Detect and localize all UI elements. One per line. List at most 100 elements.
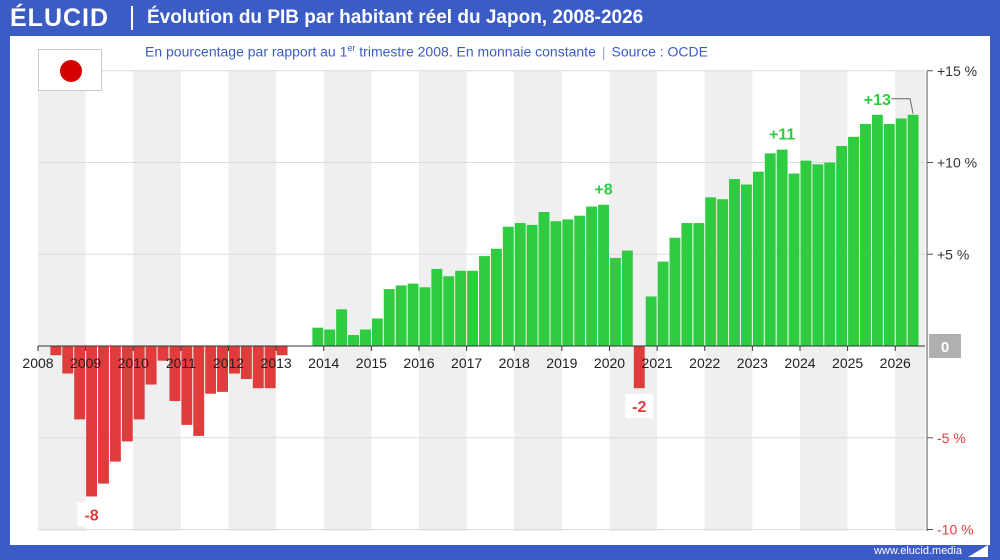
year-band [133,71,181,531]
bar [217,346,228,392]
chart: 2008 2009 2010 2011 2012 2013 2014 2015 2016 2017… [22,63,977,538]
bar [812,164,824,346]
source-label: Source : OCDE [611,43,708,60]
annotation-bg [77,502,106,527]
x-tick-label: 2023 [737,355,768,371]
brand-mark-icon [968,545,988,557]
japan-flag-icon [38,49,102,91]
bar [550,221,562,346]
y-tick-label: +5 % [937,246,969,262]
bar [371,318,383,346]
subtitle-separator: | [601,43,606,60]
bar [50,346,62,356]
bar [86,346,98,497]
bar [836,145,848,346]
bar [657,261,669,346]
bar [681,223,693,346]
x-tick-label: 2024 [784,355,815,371]
bar [586,206,598,346]
header-bar: ÉLUCID Évolution du PIB par habitant rée… [0,0,1000,36]
subtitle-sup: er [347,43,356,53]
bar [800,160,812,346]
bar [193,346,205,436]
y-tick-label: +15 % [937,63,977,79]
flag-disc [60,60,82,82]
bar [788,173,800,346]
brand-logo[interactable]: ÉLUCID [10,4,110,32]
bar [538,212,550,346]
bar [514,223,526,346]
chart-panel: 2008 2009 2010 2011 2012 2013 2014 2015 2016 2017… [10,36,990,545]
x-tick-label: 2008 [22,355,53,371]
bar [383,289,395,346]
bar [621,250,633,346]
bar [252,346,264,389]
bar [336,309,348,346]
y-tick-label: 0 [941,339,949,356]
bar [562,219,574,346]
x-tick-label: 2010 [118,355,149,371]
bar [871,114,883,346]
bar [693,223,705,346]
bar [848,136,860,346]
x-tick-label: 2022 [689,355,720,371]
annotation-label: -8 [84,507,98,524]
subtitle: En pourcentage par rapport au 1er trimes… [145,39,708,61]
bar [109,346,121,462]
bar [145,346,157,385]
annotation-label: +11 [769,127,795,144]
x-tick-label: 2011 [166,355,196,371]
year-band [38,71,86,531]
bar [740,184,752,346]
bar [181,346,193,425]
bar [264,346,276,389]
bar [717,199,729,346]
x-tick-label: 2014 [308,355,339,371]
x-tick-label: 2019 [546,355,577,371]
annotation-label: +8 [594,182,612,199]
x-tick-label: 2026 [880,355,911,371]
y-tick-label: -10 % [937,522,974,538]
logo-separator [131,6,133,30]
bar [359,329,371,346]
annotation-leader [891,98,914,114]
bar [645,296,657,346]
bar [240,346,252,380]
bar [276,346,288,356]
bar [598,204,609,346]
zero-badge [929,334,961,358]
x-tick-label: 2009 [70,355,101,371]
bar [752,171,764,346]
bar [443,276,455,346]
bar [526,224,538,346]
annotation-bg [625,394,654,419]
annotation-label: +13 [864,92,891,109]
year-band [180,71,229,531]
x-tick-label: 2021 [642,355,673,371]
y-tick-label: +10 % [937,155,977,171]
bar [907,114,919,346]
subtitle-pre: En pourcentage par rapport au 1 [145,43,348,60]
bar [98,346,109,484]
footer-url[interactable]: www.elucid.media [873,545,962,557]
bar [348,334,359,346]
bar [455,270,467,346]
bar [883,123,895,346]
bar [824,162,836,346]
bar [776,149,788,346]
x-tick-label: 2020 [594,355,625,371]
bar [228,346,240,374]
bar [312,327,324,346]
bar [419,287,431,346]
bar [574,215,586,346]
bar [431,268,443,346]
bar [895,118,907,347]
bar [502,226,514,346]
year-band [228,71,277,531]
bar [395,285,407,346]
bar [407,283,419,346]
year-band [323,71,372,531]
bar [62,346,74,374]
bar [633,346,645,389]
